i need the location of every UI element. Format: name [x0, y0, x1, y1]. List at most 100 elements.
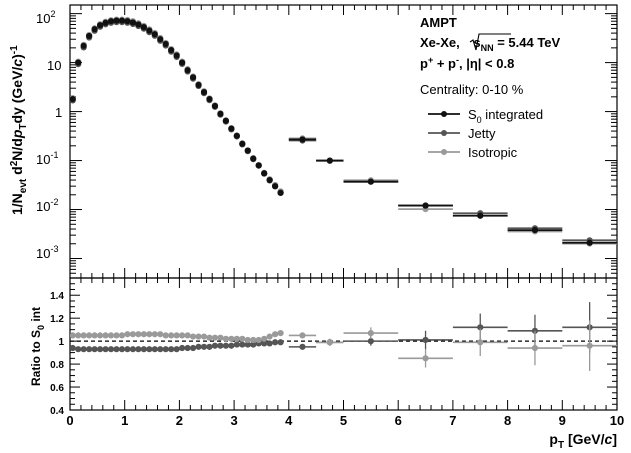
ratio-point-iso — [422, 355, 429, 362]
spectrum-data — [70, 16, 617, 247]
ratio-point-iso — [146, 331, 153, 338]
y-tick-label-1: 1 — [55, 105, 62, 120]
ratio-point-jetty — [129, 346, 137, 353]
spectrum-point-s0 — [184, 67, 191, 74]
ratio-point-iso — [255, 336, 262, 344]
spectrum-point-s0 — [70, 95, 76, 103]
legend: S0 integrated Jetty Isotropic — [428, 107, 543, 160]
system-label: Xe-Xe, sNN = 5.44 TeV — [420, 33, 561, 53]
y-tick-label-10: 10 — [47, 58, 61, 73]
spectrum-point-s0 — [217, 110, 224, 117]
spectrum-point-s0 — [80, 42, 87, 49]
spectrum-point-s0 — [272, 183, 279, 190]
legend-label-iso: Isotropic — [468, 145, 518, 160]
spectrum-point-s0 — [157, 36, 164, 43]
legend-marker-s0 — [441, 111, 447, 117]
spectrum-point-s0 — [102, 19, 109, 26]
x-tick-label: 9 — [559, 413, 566, 428]
ratio-point-iso — [75, 332, 82, 339]
ratio-point-iso — [200, 333, 208, 340]
spectrum-point-s0 — [146, 27, 153, 34]
ratio-point-iso — [239, 335, 246, 342]
ratio-point-iso — [217, 334, 224, 341]
ratio-point-iso — [113, 332, 120, 339]
spectrum-point-s0 — [162, 40, 169, 48]
ratio-point-jetty — [91, 346, 98, 353]
ratio-point-iso — [477, 339, 484, 346]
spectrum-point-s0 — [266, 176, 273, 184]
ratio-point-jetty — [206, 343, 213, 350]
ratio-point-iso — [179, 332, 186, 339]
ratio-point-jetty — [222, 342, 229, 349]
x-tick-label: 7 — [449, 413, 456, 428]
ratio-point-jetty — [118, 346, 126, 353]
ratio-point-jetty — [173, 346, 180, 353]
ratio-point-jetty — [299, 343, 306, 350]
spectrum-point-s0 — [228, 125, 235, 132]
ratio-point-iso — [189, 333, 197, 340]
y-tick-label-1e-3: 10-3 — [36, 244, 58, 261]
ratio-point-jetty — [195, 343, 202, 350]
spectrum-point-s0 — [211, 102, 219, 110]
spectrum-point-s0 — [255, 162, 262, 169]
ratio-point-jetty — [146, 346, 153, 353]
ratio-point-iso — [206, 334, 213, 341]
ratio-point-iso — [129, 331, 137, 338]
spectrum-point-s0 — [91, 26, 98, 33]
x-tick-label: 6 — [395, 413, 402, 428]
spectrum-point-s0 — [173, 52, 180, 59]
spectrum-point-s0 — [118, 17, 126, 24]
spectrum-panel: 10-3 10-2 10-1 1 10 102 1/Nevt d2N/dpTdy… — [9, 4, 618, 279]
ratio-y-tick-label: 1 — [58, 337, 64, 348]
x-tick-label: 2 — [176, 413, 183, 428]
ratio-point-jetty — [113, 346, 120, 353]
ratio-point-iso — [102, 332, 109, 339]
spectrum-y-ticks — [69, 5, 618, 278]
ratio-point-jetty — [102, 346, 109, 353]
ratio-point-iso — [244, 336, 251, 344]
ratio-point-jetty — [157, 346, 164, 353]
legend-label-jetty: Jetty — [468, 126, 496, 141]
legend-marker-jetty — [441, 130, 447, 136]
spectrum-point-s0 — [367, 178, 374, 185]
spectrum-point-s0 — [75, 59, 82, 66]
ratio-point-jetty — [228, 342, 235, 349]
ratio-point-iso — [261, 335, 268, 342]
spectrum-point-s0 — [86, 32, 93, 40]
ratio-point-jetty — [168, 346, 175, 353]
ratio-point-jetty — [211, 342, 219, 349]
spectrum-point-s0 — [151, 31, 158, 38]
ratio-point-jetty — [200, 343, 208, 350]
x-tick-label: 0 — [66, 413, 73, 428]
sqrt-symbol — [469, 33, 511, 51]
centrality-label: Centrality: 0-10 % — [420, 82, 524, 97]
ratio-point-iso — [151, 331, 158, 338]
spectrum-point-s0 — [277, 189, 284, 196]
legend-label-s0: S0 integrated — [468, 107, 543, 125]
ratio-point-iso — [367, 329, 374, 337]
spectrum-point-s0 — [179, 59, 186, 66]
x-tick-label: 4 — [285, 413, 293, 428]
spectrum-point-s0 — [140, 24, 147, 31]
ratio-point-iso — [586, 342, 593, 349]
ratio-point-iso — [272, 331, 279, 338]
ratio-point-iso — [135, 331, 142, 338]
spectrum-point-s0 — [477, 212, 484, 219]
ratio-point-iso — [211, 334, 219, 341]
ratio-point-jetty — [179, 344, 186, 352]
spectrum-point-s0 — [195, 81, 202, 89]
spectrum-point-s0 — [239, 140, 246, 147]
ratio-point-jetty — [422, 336, 429, 344]
ratio-point-jetty — [277, 339, 284, 346]
ratio-point-iso — [222, 335, 229, 342]
y-tick-label-1e-2: 10-2 — [36, 197, 58, 214]
ratio-point-iso — [168, 332, 175, 339]
model-label: AMPT — [420, 15, 457, 30]
ratio-ticks: 0 1 2 3 4 5 6 7 8 9 10 0.4 0.6 0.8 1 1.2 1.4 — [50, 278, 624, 428]
y-tick-label-1e-1: 10-1 — [36, 150, 58, 167]
x-tick-label: 8 — [504, 413, 511, 428]
ratio-y-tick-label: 0.4 — [50, 406, 64, 417]
ratio-panel: 0 1 2 3 4 5 6 7 8 9 10 0.4 0.6 0.8 1 1.2 1.4 Ratio to S0… — [29, 277, 624, 451]
ratio-point-iso — [250, 336, 257, 344]
